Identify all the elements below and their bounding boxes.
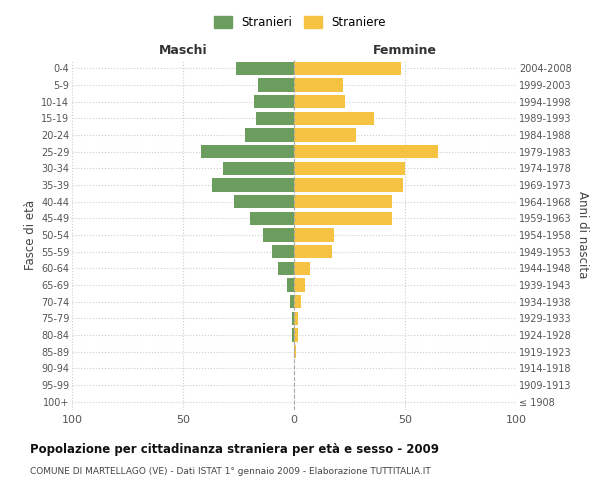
Bar bbox=[294, 195, 392, 208]
Text: Maschi: Maschi bbox=[158, 44, 208, 57]
Bar bbox=[294, 95, 345, 108]
Bar bbox=[212, 178, 294, 192]
Bar bbox=[294, 228, 334, 241]
Bar bbox=[294, 145, 439, 158]
Text: Popolazione per cittadinanza straniera per età e sesso - 2009: Popolazione per cittadinanza straniera p… bbox=[30, 442, 439, 456]
Bar bbox=[292, 312, 294, 325]
Bar bbox=[272, 245, 294, 258]
Bar bbox=[294, 162, 405, 175]
Text: Femmine: Femmine bbox=[373, 44, 437, 57]
Y-axis label: Anni di nascita: Anni di nascita bbox=[575, 192, 589, 278]
Bar bbox=[223, 162, 294, 175]
Bar bbox=[245, 128, 294, 141]
Bar bbox=[294, 62, 401, 75]
Bar bbox=[278, 262, 294, 275]
Text: COMUNE DI MARTELLAGO (VE) - Dati ISTAT 1° gennaio 2009 - Elaborazione TUTTITALIA: COMUNE DI MARTELLAGO (VE) - Dati ISTAT 1… bbox=[30, 468, 431, 476]
Bar bbox=[294, 312, 298, 325]
Bar bbox=[256, 112, 294, 125]
Bar bbox=[294, 212, 392, 225]
Bar bbox=[292, 328, 294, 342]
Bar bbox=[290, 295, 294, 308]
Bar bbox=[294, 78, 343, 92]
Bar bbox=[263, 228, 294, 241]
Bar bbox=[250, 212, 294, 225]
Bar bbox=[294, 128, 356, 141]
Bar bbox=[294, 178, 403, 192]
Bar bbox=[294, 262, 310, 275]
Bar bbox=[259, 78, 294, 92]
Bar bbox=[254, 95, 294, 108]
Bar bbox=[294, 245, 332, 258]
Bar bbox=[236, 62, 294, 75]
Bar bbox=[294, 278, 305, 291]
Bar bbox=[294, 345, 296, 358]
Bar bbox=[294, 328, 298, 342]
Bar bbox=[294, 295, 301, 308]
Legend: Stranieri, Straniere: Stranieri, Straniere bbox=[209, 11, 391, 34]
Bar bbox=[201, 145, 294, 158]
Y-axis label: Fasce di età: Fasce di età bbox=[23, 200, 37, 270]
Bar bbox=[234, 195, 294, 208]
Bar bbox=[287, 278, 294, 291]
Bar bbox=[294, 112, 374, 125]
